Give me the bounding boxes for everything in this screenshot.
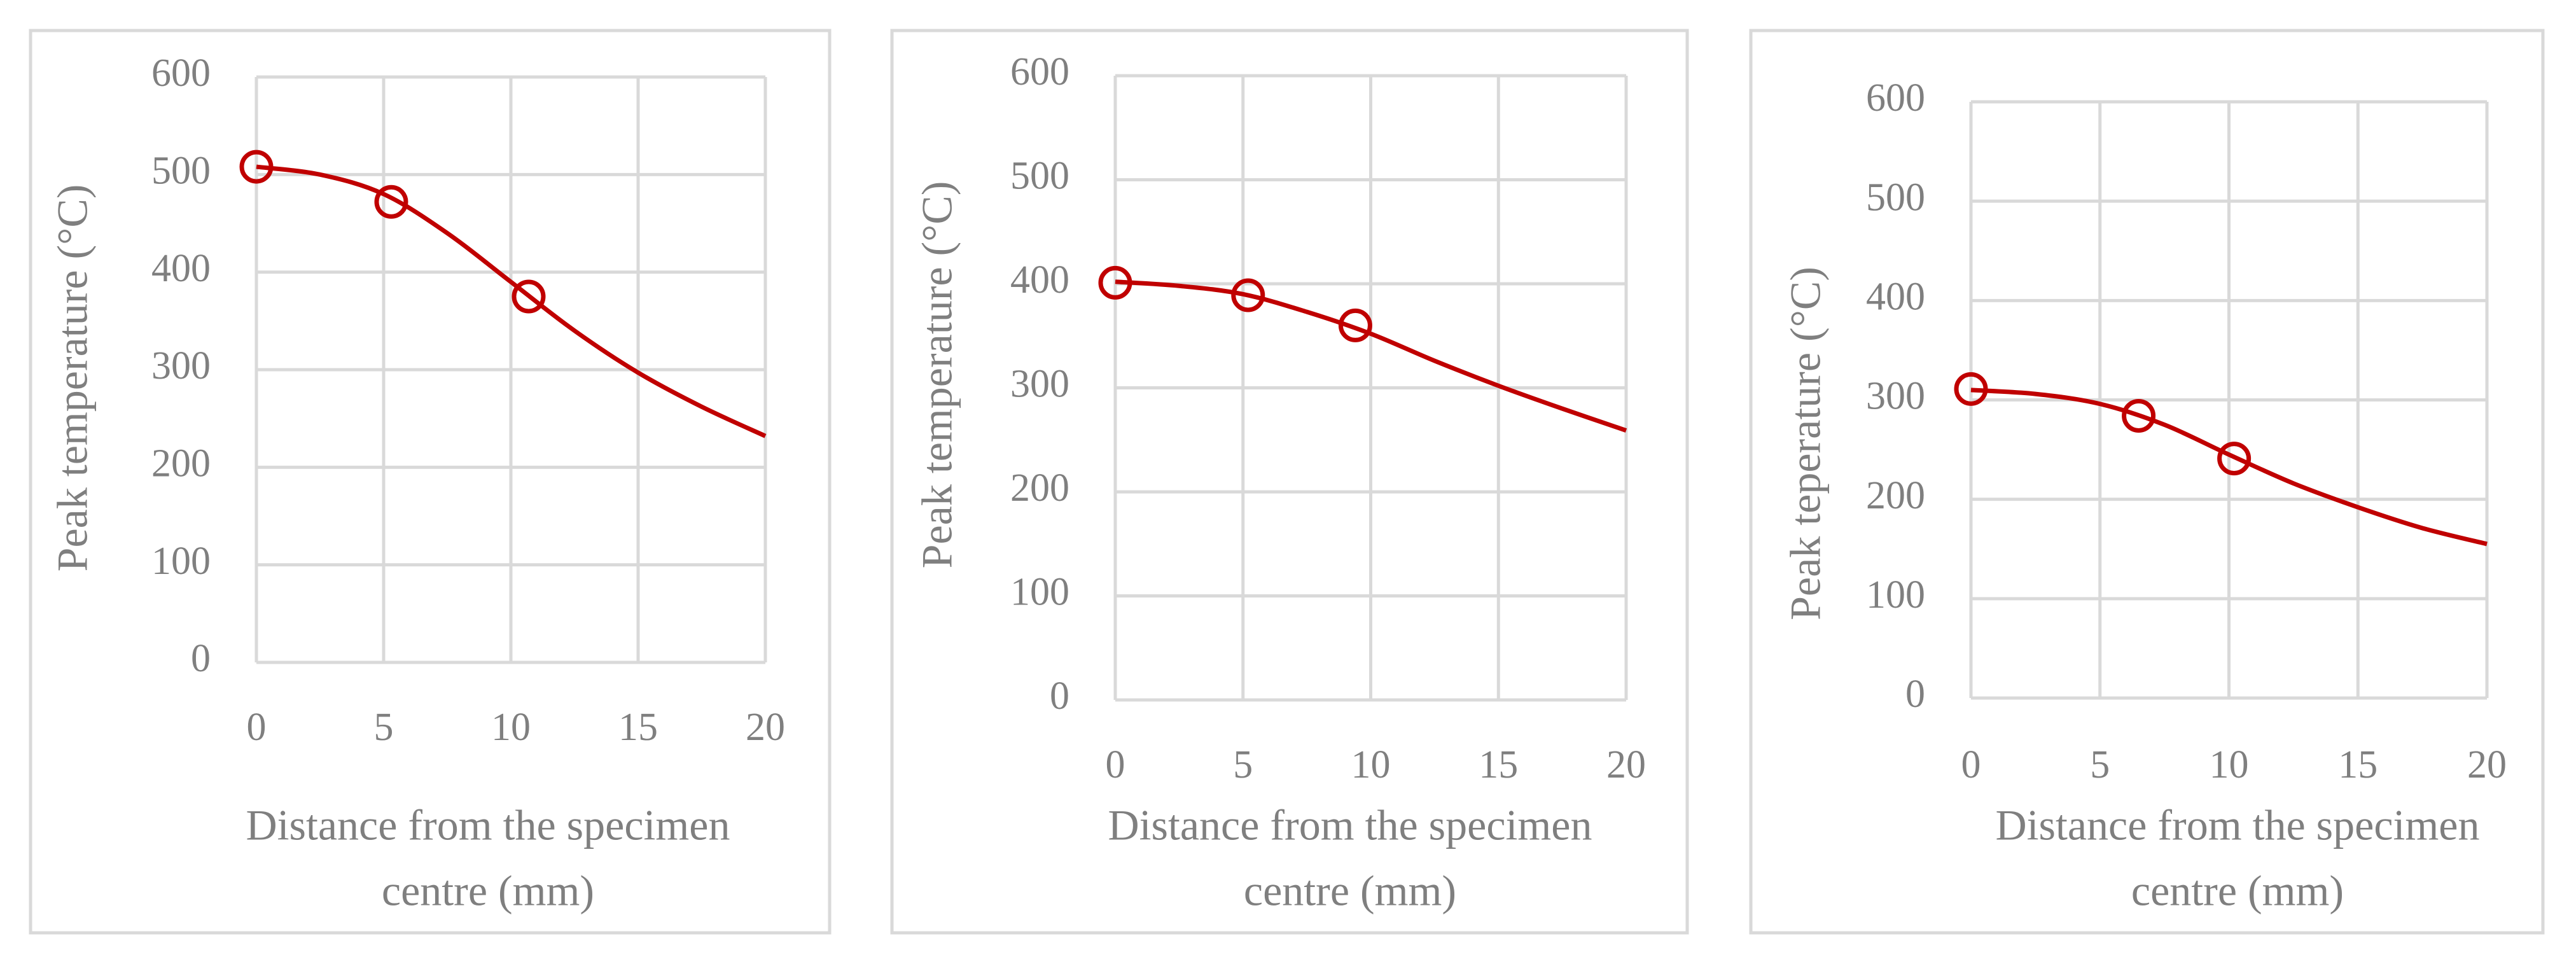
x-tick-label: 10 — [2210, 743, 2249, 786]
x-tick-label: 15 — [618, 706, 658, 749]
y-tick-label: 200 — [1866, 474, 1925, 517]
data-point — [1098, 265, 1132, 300]
y-tick-label: 500 — [1866, 176, 1925, 219]
y-tick-label: 300 — [1866, 375, 1925, 418]
x-tick-label: 15 — [1479, 743, 1518, 786]
fit-curve — [1115, 279, 1627, 433]
y-tick-label: 400 — [1866, 276, 1925, 319]
x-tick-label: 20 — [2467, 743, 2507, 786]
y-tick-label: 300 — [151, 344, 211, 388]
y-tick-label: 100 — [151, 540, 211, 583]
y-tick-label: 100 — [1010, 571, 1069, 614]
data-point — [239, 150, 274, 184]
y-tick-label: 500 — [1010, 155, 1069, 198]
x-tick-label: 10 — [491, 706, 531, 749]
y-tick-label: 400 — [1010, 258, 1069, 302]
x-axis-title: Distance from the specimen — [1996, 801, 2480, 849]
panel — [29, 29, 832, 935]
x-tick-label: 5 — [1233, 743, 1253, 786]
y-tick-label: 0 — [191, 637, 211, 680]
y-tick-label: 600 — [1866, 76, 1925, 120]
y-tick-label: 500 — [151, 150, 211, 193]
y-tick-label: 100 — [1866, 573, 1925, 617]
y-tick-label: 200 — [1010, 466, 1069, 510]
fit-curve — [1970, 388, 2488, 547]
x-tick-label: 10 — [1351, 743, 1391, 786]
data-point — [2217, 442, 2252, 476]
x-tick-label: 0 — [1961, 743, 1981, 786]
data-point — [1231, 278, 1265, 312]
x-tick-label: 20 — [1606, 743, 1646, 786]
y-tick-label: 300 — [1010, 363, 1069, 406]
y-axis-title: Peak temperature (°C) — [48, 185, 97, 572]
fit-curve — [256, 164, 767, 438]
y-axis-title: Peak teperature (°C) — [1781, 267, 1830, 620]
x-axis-title: centre (mm) — [382, 867, 594, 915]
data-point — [1338, 308, 1372, 342]
x-tick-label: 20 — [746, 706, 785, 749]
y-tick-label: 600 — [151, 52, 211, 95]
x-axis-title: Distance from the specimen — [1108, 801, 1592, 849]
y-tick-label: 200 — [151, 442, 211, 486]
x-axis-title: centre (mm) — [1244, 867, 1456, 915]
x-axis-title: centre (mm) — [2131, 867, 2344, 915]
x-tick-label: 15 — [2338, 743, 2378, 786]
y-tick-label: 600 — [1010, 50, 1069, 94]
x-tick-label: 5 — [2090, 743, 2110, 786]
data-point — [1954, 372, 1988, 406]
x-axis-title: Distance from the specimen — [246, 801, 730, 849]
y-tick-label: 400 — [151, 247, 211, 290]
x-tick-label: 0 — [1106, 743, 1125, 786]
data-point — [374, 185, 408, 219]
data-point — [2122, 398, 2156, 433]
y-tick-label: 0 — [1905, 673, 1925, 716]
y-axis-title: Peak temperature (°C) — [913, 181, 961, 569]
data-point — [512, 279, 546, 314]
panel — [1749, 29, 2545, 935]
x-tick-label: 5 — [374, 706, 394, 749]
y-tick-label: 0 — [1050, 674, 1069, 718]
x-tick-label: 0 — [247, 706, 267, 749]
